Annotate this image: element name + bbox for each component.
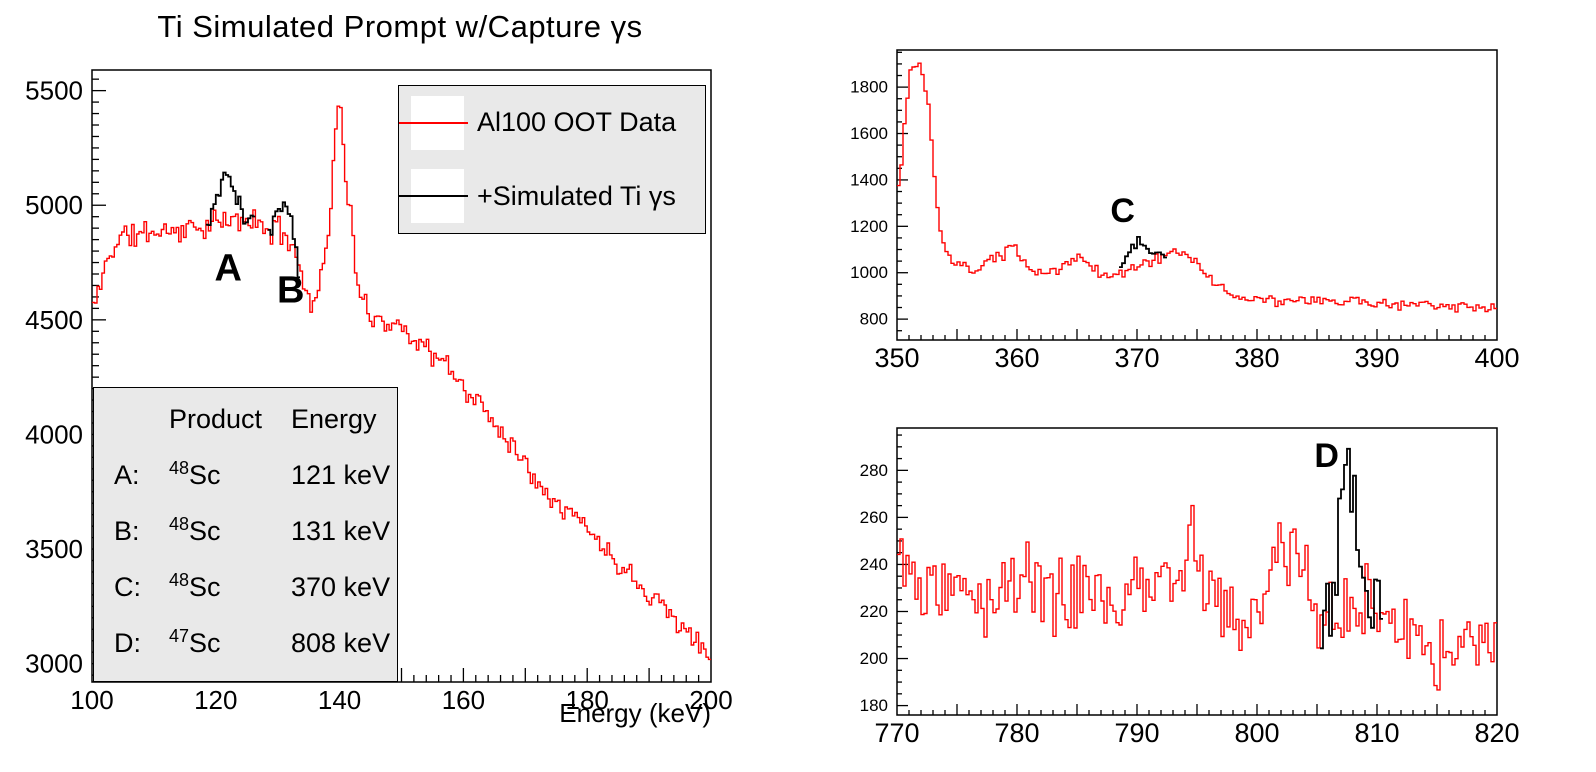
y-tick-label: 240 — [860, 555, 888, 574]
x-tick-label: 810 — [1354, 718, 1399, 748]
y-tick-label: 280 — [860, 461, 888, 480]
plot-frame-peak_c_zoom — [896, 49, 1498, 341]
table-row-c-product: 48Sc — [169, 569, 221, 602]
x-tick-label: 160 — [442, 685, 485, 715]
table-header-product: Product — [169, 404, 263, 435]
x-tick-label: 180 — [566, 685, 609, 715]
x-tick-label: 380 — [1234, 343, 1279, 373]
y-tick-label: 260 — [860, 508, 888, 527]
y-tick-label: 5500 — [25, 76, 83, 106]
table-corner-cell — [114, 392, 169, 448]
sim-peak-A — [205, 171, 256, 226]
table-row-a-key: A: — [114, 460, 140, 491]
y-tick-label: 220 — [860, 602, 888, 621]
x-tick-label: 790 — [1114, 718, 1159, 748]
table-row-c-energy: 370 keV — [291, 571, 391, 602]
x-tick-label: 370 — [1114, 343, 1159, 373]
x-axis-title: Energy (keV) — [559, 698, 711, 728]
y-tick-label: 4000 — [25, 419, 83, 449]
legend-line-data-icon — [399, 121, 468, 124]
table-row-d-key: D: — [114, 627, 141, 658]
x-tick-label: 400 — [1474, 343, 1519, 373]
x-tick-label: 390 — [1354, 343, 1399, 373]
legend-entry-data: Al100 OOT Data — [399, 86, 705, 160]
product-energy-table: Product Energy A: 48Sc 121 keV B: 48Sc 1… — [93, 387, 398, 682]
x-tick-label: 350 — [874, 343, 919, 373]
y-tick-label: 1400 — [850, 170, 888, 189]
y-tick-label: 1200 — [850, 217, 888, 236]
table-row-b-product: 48Sc — [169, 513, 221, 546]
y-tick-label: 3500 — [25, 534, 83, 564]
table-row-b-key: B: — [114, 515, 140, 546]
x-tick-label: 200 — [689, 685, 732, 715]
y-tick-label: 1600 — [850, 124, 888, 143]
peak-label-B: B — [277, 270, 304, 312]
table-header-energy: Energy — [291, 404, 377, 435]
y-tick-label: 200 — [860, 649, 888, 668]
sim-peak-B — [267, 201, 300, 279]
y-tick-label: 800 — [860, 310, 888, 329]
series-al100_oot_data — [92, 105, 711, 661]
x-tick-label: 360 — [994, 343, 1039, 373]
peak-label-D: D — [1314, 437, 1339, 475]
x-tick-label: 120 — [194, 685, 237, 715]
x-tick-label: 800 — [1234, 718, 1279, 748]
legend-box: Al100 OOT Data +Simulated Ti γs — [398, 85, 706, 234]
y-tick-label: 5000 — [25, 190, 83, 220]
y-tick-label: 1000 — [850, 263, 888, 282]
figure-title: Ti Simulated Prompt w/Capture γs — [157, 9, 643, 44]
x-tick-label: 100 — [70, 685, 113, 715]
peak-label-A: A — [214, 248, 241, 290]
table-row-c-key: C: — [114, 571, 141, 602]
series-al100_oot_data — [897, 62, 1497, 313]
y-tick-label: 1800 — [850, 78, 888, 97]
legend-swatch-simulation — [399, 169, 468, 224]
table-row-d-product: 47Sc — [169, 625, 221, 658]
legend-label-simulation: +Simulated Ti γs — [477, 180, 676, 211]
legend-label-data: Al100 OOT Data — [477, 107, 677, 138]
x-tick-label: 780 — [994, 718, 1039, 748]
table-row-a-energy: 121 keV — [291, 460, 391, 491]
table-row-b-energy: 131 keV — [291, 515, 391, 546]
table-row-a-product: 48Sc — [169, 458, 221, 491]
y-tick-label: 180 — [860, 696, 888, 715]
sim-peak-C — [1119, 236, 1167, 268]
sim-peak-D — [1320, 447, 1383, 650]
series-al100_oot_data — [897, 504, 1497, 691]
y-tick-label: 3000 — [25, 649, 83, 679]
x-tick-label: 770 — [874, 718, 919, 748]
peak-label-C: C — [1110, 192, 1135, 230]
legend-line-simulation-icon — [399, 195, 468, 198]
x-tick-label: 140 — [318, 685, 361, 715]
x-tick-label: 820 — [1474, 718, 1519, 748]
legend-entry-simulation: +Simulated Ti γs — [399, 160, 705, 234]
legend-swatch-data — [399, 95, 468, 150]
table-row-d-energy: 808 keV — [291, 627, 391, 658]
y-tick-label: 4500 — [25, 305, 83, 335]
